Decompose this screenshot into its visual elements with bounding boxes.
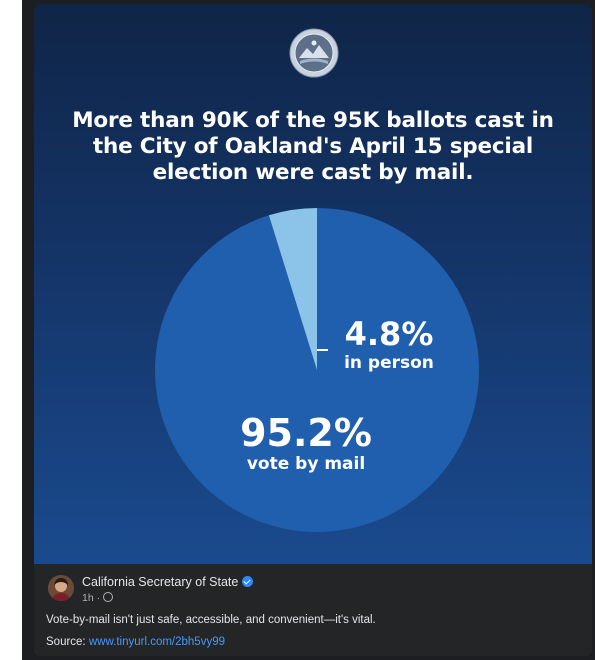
- globe-icon[interactable]: [103, 592, 114, 602]
- source-link[interactable]: www.tinyurl.com/2bh5vy99: [88, 636, 225, 648]
- headline: More than 90K of the 95K ballots cast in…: [72, 108, 554, 185]
- state-seal-icon: [289, 28, 339, 78]
- pie-slice-in-person: [268, 208, 317, 370]
- page-name: California Secretary of State: [82, 575, 239, 589]
- pie-chart: 4.8% in person 95.2% vote by mail: [155, 208, 479, 532]
- page-name-link[interactable]: California Secretary of State: [82, 575, 254, 589]
- post-meta: 1h ·: [82, 592, 114, 604]
- verified-badge-icon: [242, 576, 254, 587]
- post-source: Source: www.tinyurl.com/2bh5vy99: [46, 636, 225, 648]
- source-label: Source:: [46, 636, 86, 648]
- profile-photo-avatar: [48, 575, 74, 601]
- meta-separator: ·: [96, 592, 101, 604]
- avatar[interactable]: [48, 575, 74, 601]
- in-person-category-label: in person: [344, 353, 434, 373]
- in-person-percent-label: 4.8%: [345, 315, 434, 353]
- post-card: More than 90K of the 95K ballots cast in…: [34, 4, 592, 656]
- post-time[interactable]: 1h: [82, 592, 94, 604]
- post-body: Vote-by-mail isn't just safe, accessible…: [46, 614, 376, 626]
- post-caption: California Secretary of State 1h · Vote-…: [34, 564, 592, 656]
- mail-percent-label: 95.2%: [240, 411, 372, 455]
- post-image[interactable]: More than 90K of the 95K ballots cast in…: [34, 4, 592, 564]
- mail-category-label: vote by mail: [247, 454, 365, 474]
